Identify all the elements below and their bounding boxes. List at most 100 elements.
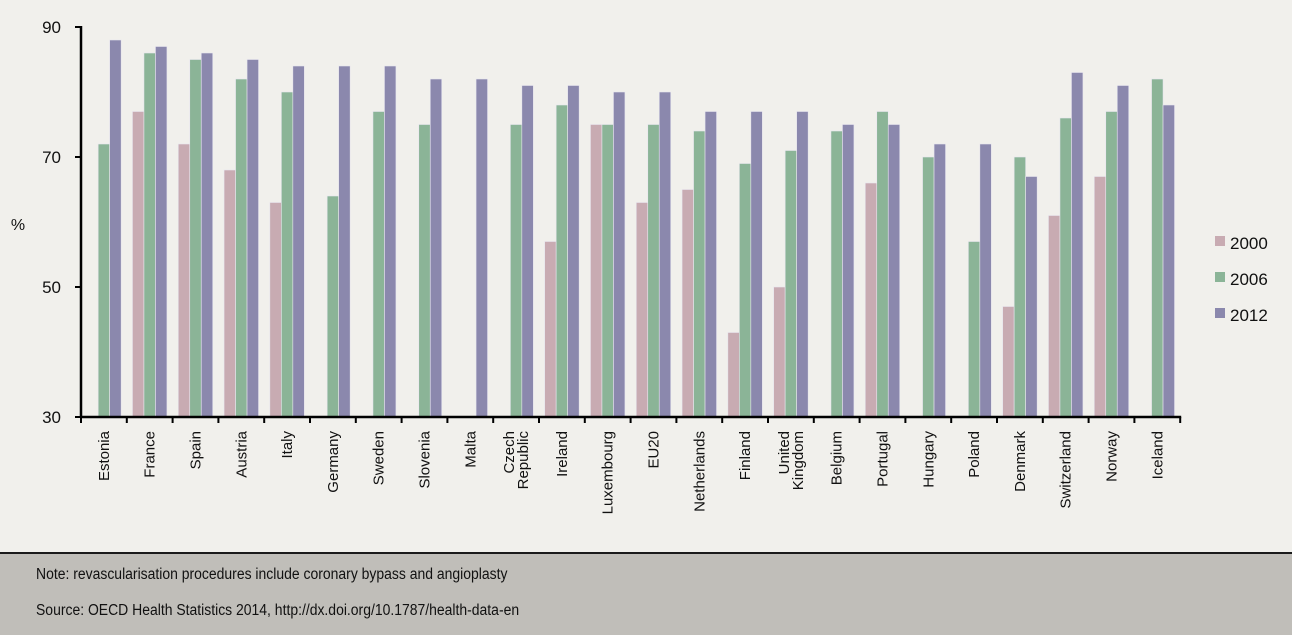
bar-2012-denmark: Denmark 2012: 67 — [1025, 176, 1038, 418]
bar-2012-luxembourg: Luxembourg 2012: 80 — [613, 91, 626, 418]
bar-2006-poland: Poland 2006: 57 — [968, 241, 981, 418]
bar-2006-luxembourg: Luxembourg 2006: 75 — [601, 124, 614, 418]
y-tick-label: 90 — [42, 18, 61, 37]
x-tick-label: Estonia — [96, 430, 113, 481]
bar-2006-denmark: Denmark 2006: 70 — [1013, 156, 1026, 418]
x-tick-label: Belgium — [829, 431, 846, 485]
x-tick-label: Denmark — [1012, 431, 1029, 492]
bar-2012-malta: Malta 2012: 82 — [475, 78, 488, 418]
legend-swatch-2006 — [1215, 272, 1225, 282]
y-tick-label: 50 — [42, 278, 61, 297]
bar-2006-hungary: Hungary 2006: 70 — [922, 156, 935, 418]
bar-2012-france: France 2012: 87 — [155, 46, 168, 418]
x-tick-label: Switzerland — [1058, 431, 1075, 509]
bar-2000-ireland: Ireland 2000: 57 — [544, 241, 557, 418]
bar-2012-eu20: EU20 2012: 80 — [658, 91, 672, 418]
x-tick-label: Luxembourg — [600, 431, 617, 514]
bar-2006-switzerland: Switzerland 2006: 76 — [1059, 117, 1072, 418]
bar-2000-switzerland: Switzerland 2000: 61 — [1048, 215, 1061, 418]
legend-label-2012: 2012 — [1230, 306, 1268, 325]
footer-note: Note: revascularisation procedures inclu… — [36, 566, 508, 583]
x-tick-label: Norway — [1104, 431, 1121, 482]
bar-2012-netherlands: Netherlands 2012: 77 — [704, 111, 717, 418]
bar-2006-slovenia: Slovenia 2006: 75 — [418, 124, 431, 418]
legend-label-2000: 2000 — [1230, 234, 1268, 253]
x-tick-label: Finland — [737, 431, 754, 480]
bar-2012-iceland: Iceland 2012: 78 — [1162, 104, 1175, 418]
bar-2000-austria: Austria 2000: 68 — [223, 169, 236, 418]
bar-2006-finland: Finland 2006: 69 — [739, 163, 752, 418]
bar-2000-united-kingdom: United Kingdom 2000: 50 — [773, 286, 786, 418]
bar-2006-france: France 2006: 86 — [143, 52, 156, 418]
x-tick-label: Malta — [462, 430, 479, 467]
bar-2000-portugal: Portugal 2000: 66 — [864, 182, 878, 418]
legend-label-2006: 2006 — [1230, 270, 1268, 289]
bar-2006-portugal: Portugal 2006: 77 — [876, 111, 889, 418]
bar-2006-ireland: Ireland 2006: 78 — [555, 104, 568, 418]
bar-2000-italy: Italy 2000: 63 — [269, 202, 282, 418]
x-tick-label: CzechRepublic — [501, 431, 532, 490]
x-tick-label: Poland — [966, 431, 983, 478]
x-tick-label: Iceland — [1149, 431, 1166, 479]
bar-2006-sweden: Sweden 2006: 77 — [372, 111, 385, 418]
bar-2012-united-kingdom: United Kingdom 2012: 77 — [796, 111, 809, 418]
bar-2012-estonia: Estonia 2012: 88 — [109, 39, 122, 418]
legend-swatch-2012 — [1215, 308, 1225, 318]
bar-2012-italy: Italy 2012: 84 — [292, 65, 305, 418]
bar-2012-finland: Finland 2012: 77 — [750, 111, 763, 418]
x-tick-label: Hungary — [920, 431, 937, 488]
x-tick-label: UnitedKingdom — [776, 431, 807, 490]
bar-2006-netherlands: Netherlands 2006: 74 — [693, 130, 706, 418]
bar-2006-estonia: Estonia 2006: 72 — [97, 143, 110, 418]
legend-swatch-2000 — [1215, 236, 1225, 246]
x-tick-label: Portugal — [875, 431, 892, 487]
x-tick-label: Spain — [188, 431, 205, 469]
bar-2012-norway: Norway 2012: 81 — [1116, 85, 1130, 418]
bar-2000-eu20: EU20 2000: 63 — [635, 202, 649, 418]
bar-2012-switzerland: Switzerland 2012: 83 — [1071, 72, 1084, 418]
bar-2012-belgium: Belgium 2012: 75 — [842, 124, 855, 418]
bar-2006-czech-republic: Czech Republic 2006: 75 — [510, 124, 523, 418]
x-tick-label: Ireland — [554, 431, 571, 477]
bar-2006-austria: Austria 2006: 82 — [235, 78, 248, 418]
bar-chart: France 2000: 77 Spain 2000: 72 Austria 200… — [11, 18, 1268, 514]
x-tick-label: Austria — [233, 430, 250, 477]
bar-2000-norway: Norway 2000: 67 — [1093, 176, 1107, 418]
y-axis-label: % — [11, 217, 25, 234]
y-tick-label: 30 — [42, 408, 61, 427]
bar-2000-finland: Finland 2000: 43 — [727, 332, 740, 418]
x-tick-label: Sweden — [371, 431, 388, 485]
bar-2006-italy: Italy 2006: 80 — [281, 91, 294, 418]
bar-2006-eu20: EU20 2006: 75 — [647, 124, 660, 418]
bar-2000-france: France 2000: 77 — [132, 111, 145, 418]
x-tick-label: Italy — [279, 431, 296, 459]
chart-footer: Note: revascularisation procedures inclu… — [0, 552, 1292, 635]
x-tick-label: Slovenia — [417, 430, 434, 488]
bar-2012-czech-republic: Czech Republic 2012: 81 — [521, 85, 534, 418]
y-tick-label: 70 — [42, 148, 61, 167]
bar-2012-austria: Austria 2012: 85 — [246, 59, 259, 418]
bar-2006-united-kingdom: United Kingdom 2006: 71 — [784, 150, 797, 418]
bar-2012-poland: Poland 2012: 72 — [979, 143, 992, 418]
bar-2012-spain: Spain 2012: 86 — [200, 52, 214, 418]
bar-2000-luxembourg: Luxembourg 2000: 75 — [590, 124, 603, 418]
bar-2012-slovenia: Slovenia 2012: 82 — [429, 78, 443, 418]
x-tick-label: Netherlands — [691, 431, 708, 512]
bar-2006-spain: Spain 2006: 85 — [189, 59, 202, 418]
bar-2006-iceland: Iceland 2006: 82 — [1151, 78, 1164, 418]
bar-2006-belgium: Belgium 2006: 74 — [830, 130, 843, 418]
bar-2012-sweden: Sweden 2012: 84 — [384, 65, 397, 418]
bar-2000-denmark: Denmark 2000: 47 — [1002, 306, 1015, 418]
x-tick-label: Germany — [325, 431, 342, 493]
footer-source: Source: OECD Health Statistics 2014, htt… — [36, 602, 520, 619]
bar-2012-portugal: Portugal 2012: 75 — [887, 124, 901, 418]
bar-2006-norway: Norway 2006: 77 — [1105, 111, 1118, 418]
bar-2012-ireland: Ireland 2012: 81 — [567, 85, 580, 418]
bar-2000-spain: Spain 2000: 72 — [177, 143, 191, 418]
x-tick-label: France — [142, 431, 159, 478]
bar-2006-germany: Germany 2006: 64 — [326, 195, 339, 418]
bar-2000-netherlands: Netherlands 2000: 65 — [681, 189, 694, 418]
bar-2012-hungary: Hungary 2012: 72 — [933, 143, 946, 418]
x-tick-label: EU20 — [646, 431, 663, 469]
bar-2012-germany: Germany 2012: 84 — [338, 65, 351, 418]
